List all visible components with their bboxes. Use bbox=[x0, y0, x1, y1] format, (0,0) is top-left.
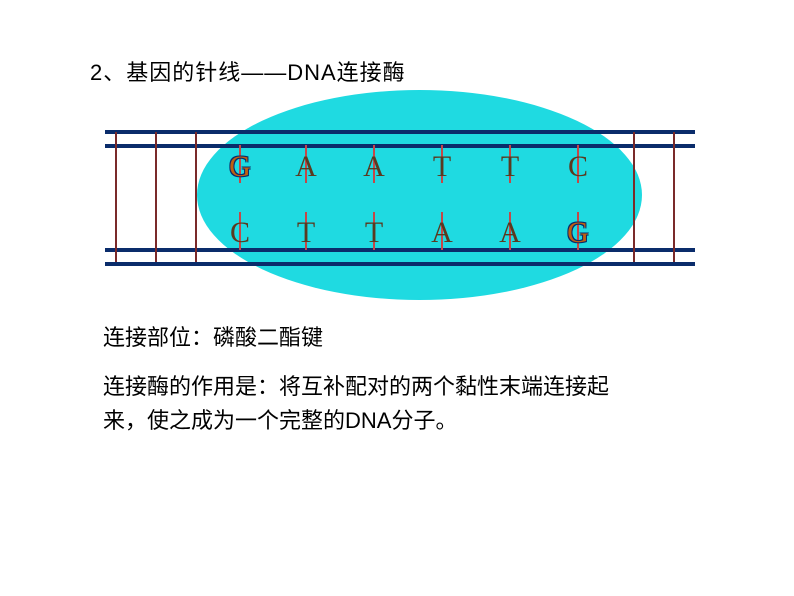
base-letter: G bbox=[561, 216, 595, 250]
strand-line bbox=[105, 262, 695, 266]
rung-outer bbox=[195, 132, 197, 262]
base-letter: A bbox=[493, 216, 527, 250]
caption-function: 连接酶的作用是：将互补配对的两个黏性末端连接起来，使之成为一个完整的DNA分子。 bbox=[103, 370, 643, 438]
dna-ligase-diagram: GAATTCCTTAAG bbox=[105, 120, 695, 275]
strand-line bbox=[105, 130, 695, 134]
base-letter: T bbox=[289, 216, 323, 250]
base-letter: T bbox=[425, 150, 459, 184]
rung-outer bbox=[633, 132, 635, 262]
base-letter: C bbox=[223, 216, 257, 250]
base-letter: A bbox=[357, 150, 391, 184]
base-letter: T bbox=[357, 216, 391, 250]
caption-bond: 连接部位：磷酸二酯键 bbox=[103, 320, 323, 352]
rung-outer bbox=[155, 132, 157, 262]
strand-line bbox=[105, 248, 695, 252]
base-letter: A bbox=[425, 216, 459, 250]
base-letter: C bbox=[561, 150, 595, 184]
base-letter: T bbox=[493, 150, 527, 184]
ellipse-highlight bbox=[197, 90, 642, 300]
base-letter: G bbox=[223, 150, 257, 184]
base-letter: A bbox=[289, 150, 323, 184]
strand-line bbox=[105, 144, 695, 148]
rung-outer bbox=[673, 132, 675, 262]
section-heading: 2、基因的针线——DNA连接酶 bbox=[90, 55, 406, 87]
rung-outer bbox=[115, 132, 117, 262]
